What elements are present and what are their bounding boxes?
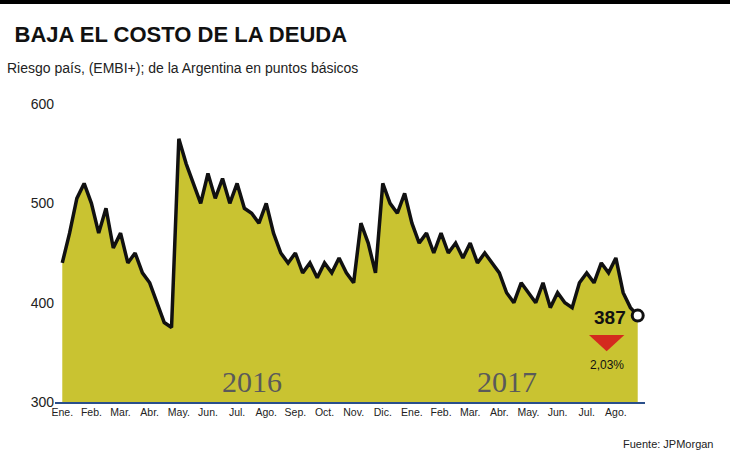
svg-text:Abr.: Abr. bbox=[490, 406, 509, 418]
svg-text:2017: 2017 bbox=[477, 365, 537, 398]
svg-text:Dic.: Dic. bbox=[374, 406, 392, 418]
svg-text:Feb.: Feb. bbox=[81, 406, 102, 418]
svg-text:Fuente: JPMorgan: Fuente: JPMorgan bbox=[623, 438, 714, 450]
svg-text:Mar.: Mar. bbox=[460, 406, 480, 418]
svg-text:Jul.: Jul. bbox=[579, 406, 595, 418]
svg-text:Nov.: Nov. bbox=[343, 406, 364, 418]
svg-text:Jun.: Jun. bbox=[548, 406, 568, 418]
svg-text:Jun.: Jun. bbox=[198, 406, 218, 418]
svg-text:387: 387 bbox=[594, 307, 626, 328]
svg-text:Mar.: Mar. bbox=[110, 406, 130, 418]
svg-text:Ago.: Ago. bbox=[605, 406, 627, 418]
svg-text:Ene.: Ene. bbox=[51, 406, 73, 418]
svg-text:Feb.: Feb. bbox=[431, 406, 452, 418]
svg-text:Ene.: Ene. bbox=[401, 406, 423, 418]
svg-text:2016: 2016 bbox=[222, 365, 282, 398]
svg-text:400: 400 bbox=[31, 295, 55, 311]
svg-text:300: 300 bbox=[31, 394, 55, 410]
svg-text:Abr.: Abr. bbox=[140, 406, 159, 418]
svg-text:Ago.: Ago. bbox=[255, 406, 277, 418]
svg-text:Oct.: Oct. bbox=[315, 406, 334, 418]
svg-text:500: 500 bbox=[31, 195, 55, 211]
svg-text:600: 600 bbox=[31, 96, 55, 112]
svg-text:May.: May. bbox=[168, 406, 190, 418]
svg-text:2,03%: 2,03% bbox=[590, 358, 624, 372]
svg-text:BAJA EL COSTO DE LA DEUDA: BAJA EL COSTO DE LA DEUDA bbox=[15, 22, 348, 47]
svg-text:Jul.: Jul. bbox=[229, 406, 245, 418]
svg-text:May.: May. bbox=[517, 406, 539, 418]
svg-text:Riesgo país, (EMBI+); de la Ar: Riesgo país, (EMBI+); de la Argentina en… bbox=[7, 60, 358, 76]
svg-text:Sep.: Sep. bbox=[285, 406, 307, 418]
